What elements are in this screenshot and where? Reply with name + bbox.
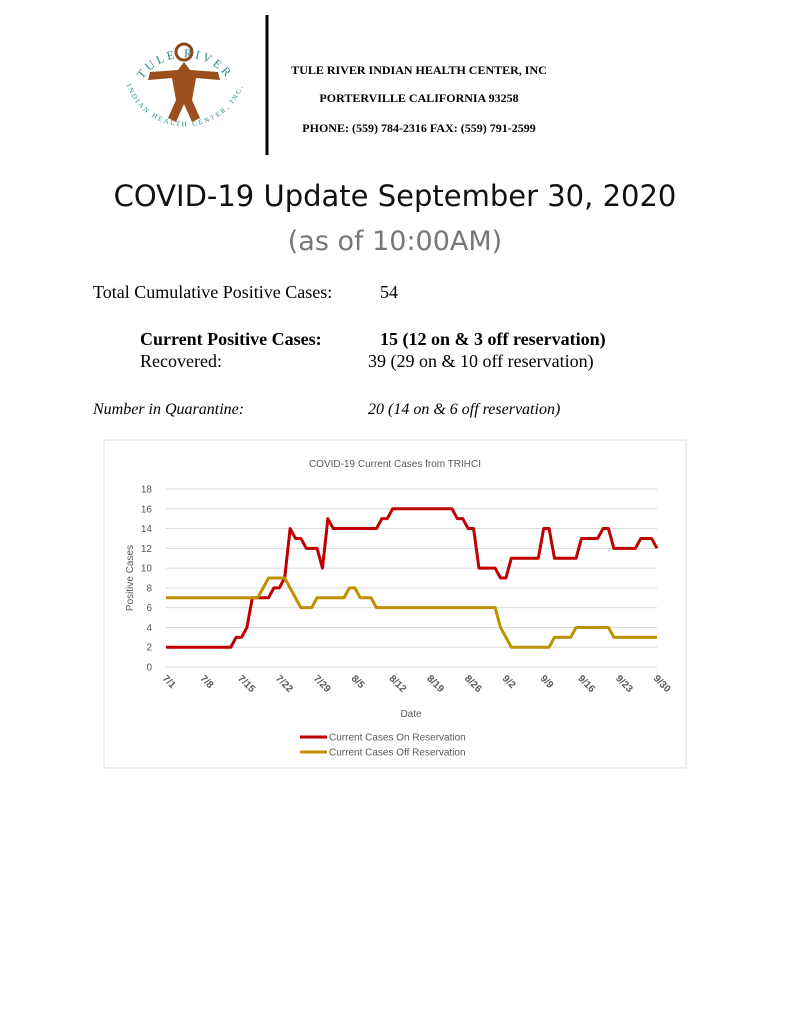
stat-label: Recovered: <box>140 351 222 371</box>
line-series <box>166 576 657 649</box>
y-tick-label: 10 <box>141 564 153 575</box>
logo-figure <box>148 62 220 122</box>
y-tick-label: 14 <box>141 524 153 535</box>
y-tick-label: 16 <box>141 504 153 515</box>
y-tick-label: 0 <box>146 663 152 674</box>
y-tick-label: 2 <box>146 643 152 654</box>
y-tick-label: 6 <box>146 603 152 614</box>
chart: COVID-19 Current Cases from TRIHCI Date … <box>103 439 687 769</box>
stat-value: 15 (12 on & 3 off reservation) <box>380 329 606 350</box>
address: PORTERVILLE CALIFORNIA 93258 <box>319 91 518 105</box>
phone: PHONE: (559) 784-2316 FAX: (559) 791-259… <box>302 121 535 135</box>
y-tick-label: 4 <box>146 623 152 634</box>
y-tick-label: 12 <box>141 544 153 555</box>
legend-label: Current Cases Off Reservation <box>329 748 466 759</box>
y-axis-label: Positive Cases <box>125 545 136 611</box>
title: COVID-19 Update September 30, 2020 <box>114 179 677 213</box>
y-tick-label: 18 <box>141 485 153 496</box>
stat-value: 39 (29 on & 10 off reservation) <box>368 351 594 372</box>
x-axis-label: Date <box>400 709 422 720</box>
logo-head <box>174 42 194 62</box>
stat-value: 54 <box>380 282 398 302</box>
y-tick-label: 8 <box>146 583 152 594</box>
subtitle: (as of 10:00AM) <box>288 226 502 257</box>
stat-label: Number in Quarantine: <box>92 401 244 418</box>
org-name: TULE RIVER INDIAN HEALTH CENTER, INC <box>291 63 547 77</box>
chart-title: COVID-19 Current Cases from TRIHCI <box>309 459 481 470</box>
stat-label: Current Positive Cases: <box>140 329 322 349</box>
legend-label: Current Cases On Reservation <box>329 733 466 744</box>
stat-value: 20 (14 on & 6 off reservation) <box>368 401 560 418</box>
stat-label: Total Cumulative Positive Cases: <box>93 282 332 302</box>
logo: TULE RIVER INDIAN HEALTH CENTER, INC. <box>125 42 243 128</box>
line-series <box>166 507 659 649</box>
chart-frame <box>103 439 687 769</box>
